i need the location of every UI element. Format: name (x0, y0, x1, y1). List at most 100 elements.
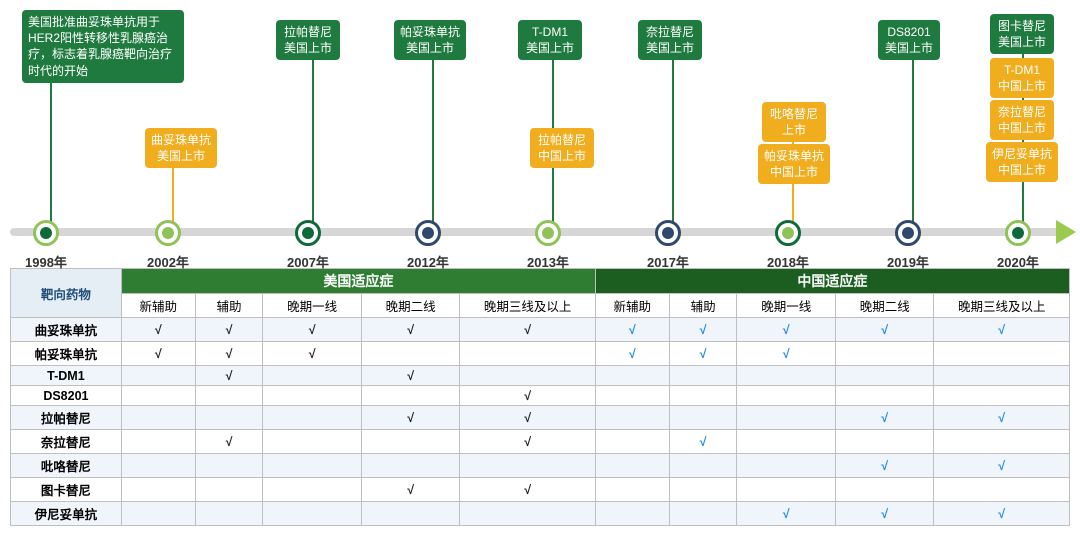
cell-cn: √ (669, 430, 737, 454)
cell-us (263, 406, 362, 430)
cell-us (121, 406, 195, 430)
cell-cn (835, 366, 934, 386)
cell-us: √ (361, 478, 460, 502)
year-marker: 2007年 (287, 220, 329, 271)
cell-us (121, 454, 195, 478)
event-connector (672, 56, 674, 226)
event-text: 上市 (768, 122, 820, 138)
year-marker: 2018年 (767, 220, 809, 271)
event-text: 美国批准曲妥珠单抗用于 (28, 14, 178, 30)
cell-us: √ (460, 386, 595, 406)
cell-cn (835, 430, 934, 454)
event-text: 伊尼妥单抗 (992, 146, 1052, 162)
cell-cn (669, 454, 737, 478)
event-box: 图卡替尼美国上市 (990, 14, 1054, 54)
year-label: 2019年 (887, 252, 929, 271)
timeline: 美国批准曲妥珠单抗用于HER2阳性转移性乳腺癌治疗，标志着乳腺癌靶向治疗时代的开… (10, 10, 1070, 260)
indications-table: 靶向药物 美国适应症 中国适应症 新辅助辅助晚期一线晚期二线晚期三线及以上新辅助… (10, 268, 1070, 526)
cell-cn: √ (835, 406, 934, 430)
cell-us (361, 430, 460, 454)
subcolumn-header: 新辅助 (121, 294, 195, 318)
event-text: HER2阳性转移性乳腺癌治 (28, 30, 178, 46)
cell-us: √ (121, 318, 195, 342)
event-text: 中国上市 (996, 120, 1048, 136)
year-dot-icon (895, 220, 921, 246)
table-row: 帕妥珠单抗√√√√√√ (11, 342, 1070, 366)
event-box: 奈拉替尼美国上市 (638, 20, 702, 60)
cell-us (121, 430, 195, 454)
cell-us: √ (460, 318, 595, 342)
cell-cn (669, 478, 737, 502)
cell-us: √ (195, 318, 263, 342)
table-corner: 靶向药物 (11, 269, 122, 318)
cell-us: √ (460, 478, 595, 502)
indications-table-wrap: 靶向药物 美国适应症 中国适应症 新辅助辅助晚期一线晚期二线晚期三线及以上新辅助… (10, 268, 1070, 526)
event-connector (50, 76, 52, 226)
cell-cn (737, 430, 836, 454)
cell-us: √ (263, 318, 362, 342)
cell-cn: √ (737, 502, 836, 526)
drug-name: 吡咯替尼 (11, 454, 122, 478)
event-text: 中国上市 (536, 148, 588, 164)
cell-us (460, 366, 595, 386)
cell-us (195, 478, 263, 502)
cell-cn: √ (737, 342, 836, 366)
cell-us (263, 478, 362, 502)
cell-us: √ (195, 342, 263, 366)
cell-cn (934, 366, 1070, 386)
event-box: 奈拉替尼中国上市 (990, 100, 1054, 140)
cell-cn (934, 478, 1070, 502)
event-text: 美国上市 (996, 34, 1048, 50)
cell-us (460, 454, 595, 478)
timeline-arrow-icon (1056, 220, 1076, 244)
year-dot-icon (1005, 220, 1031, 246)
cell-cn: √ (934, 406, 1070, 430)
cell-cn: √ (595, 318, 669, 342)
event-text: DS8201 (884, 24, 934, 40)
event-text: T-DM1 (996, 62, 1048, 78)
cell-us (121, 366, 195, 386)
year-label: 2012年 (407, 252, 449, 271)
cell-cn (737, 366, 836, 386)
event-text: 奈拉替尼 (996, 104, 1048, 120)
cell-cn: √ (595, 342, 669, 366)
year-dot-icon (775, 220, 801, 246)
event-text: 美国上市 (644, 40, 696, 56)
cell-us (263, 430, 362, 454)
cell-cn (737, 454, 836, 478)
event-text: 中国上市 (992, 162, 1052, 178)
table-row: 曲妥珠单抗√√√√√√√√√√ (11, 318, 1070, 342)
cell-cn (595, 366, 669, 386)
event-box: 帕妥珠单抗美国上市 (394, 20, 466, 60)
cell-cn (595, 386, 669, 406)
event-text: 吡咯替尼 (768, 106, 820, 122)
drug-name: T-DM1 (11, 366, 122, 386)
cell-us (121, 386, 195, 406)
cell-cn (595, 454, 669, 478)
event-text: 美国上市 (524, 40, 576, 56)
cell-cn (595, 502, 669, 526)
group-header-us: 美国适应症 (121, 269, 595, 294)
cell-us: √ (361, 406, 460, 430)
year-label: 1998年 (25, 252, 67, 271)
event-text: 图卡替尼 (996, 18, 1048, 34)
year-label: 2018年 (767, 252, 809, 271)
cell-cn (737, 478, 836, 502)
drug-name: 曲妥珠单抗 (11, 318, 122, 342)
cell-cn (595, 430, 669, 454)
cell-cn (595, 478, 669, 502)
year-label: 2017年 (647, 252, 689, 271)
subcolumn-header: 新辅助 (595, 294, 669, 318)
cell-cn (669, 406, 737, 430)
cell-cn: √ (934, 454, 1070, 478)
table-row: 拉帕替尼√√√√ (11, 406, 1070, 430)
year-marker: 2017年 (647, 220, 689, 271)
event-text: 中国上市 (996, 78, 1048, 94)
cell-us (195, 406, 263, 430)
event-box: T-DM1美国上市 (518, 20, 582, 60)
cell-us: √ (460, 406, 595, 430)
event-text: 美国上市 (151, 148, 211, 164)
event-box: 伊尼妥单抗中国上市 (986, 142, 1058, 182)
cell-cn: √ (934, 502, 1070, 526)
table-row: 伊尼妥单抗√√√ (11, 502, 1070, 526)
